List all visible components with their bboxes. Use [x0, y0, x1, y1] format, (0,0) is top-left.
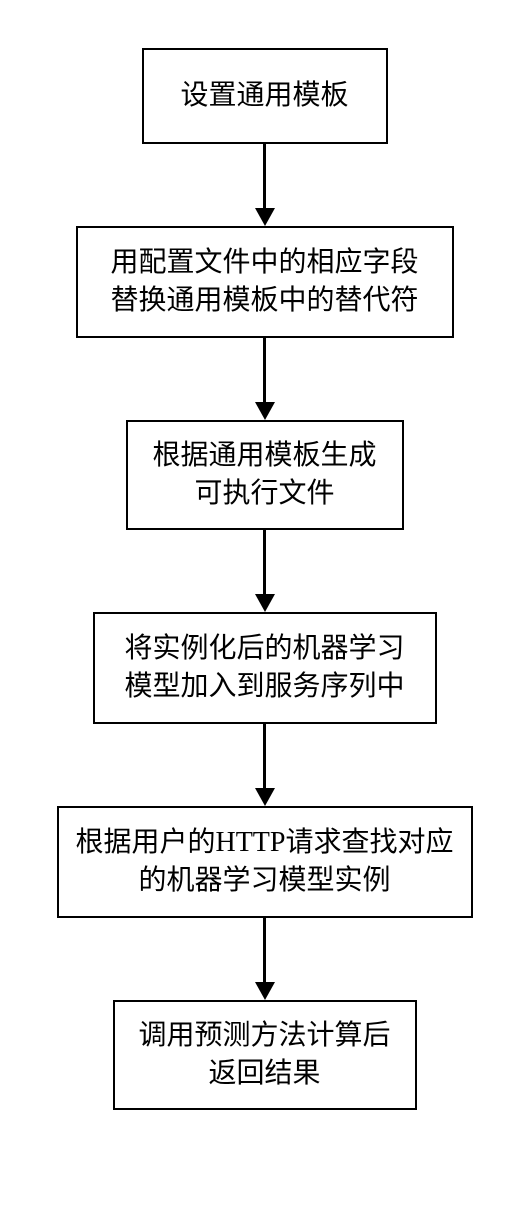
arrow-down: [255, 338, 275, 420]
arrow-shaft: [263, 144, 266, 208]
flow-node-n2: 用配置文件中的相应字段 替换通用模板中的替代符: [76, 226, 454, 338]
flow-node-n4: 将实例化后的机器学习 模型加入到服务序列中: [93, 612, 437, 724]
arrow-head-icon: [255, 402, 275, 420]
flow-node-label: 用配置文件中的相应字段 替换通用模板中的替代符: [110, 244, 418, 320]
arrow-head-icon: [255, 982, 275, 1000]
flow-node-label: 调用预测方法计算后 返回结果: [138, 1017, 390, 1093]
flow-node-n5: 根据用户的HTTP请求查找对应 的机器学习模型实例: [57, 806, 473, 918]
arrow-head-icon: [255, 594, 275, 612]
arrow-shaft: [263, 724, 266, 788]
arrow-shaft: [263, 530, 266, 594]
flow-node-label: 根据用户的HTTP请求查找对应 的机器学习模型实例: [75, 824, 453, 900]
arrow-down: [255, 724, 275, 806]
flow-node-label: 根据通用模板生成 可执行文件: [152, 437, 376, 513]
arrow-head-icon: [255, 788, 275, 806]
arrow-shaft: [263, 338, 266, 402]
flow-node-n1: 设置通用模板: [142, 48, 388, 144]
arrow-head-icon: [255, 208, 275, 226]
flow-node-label: 设置通用模板: [180, 77, 348, 115]
arrow-down: [255, 530, 275, 612]
arrow-shaft: [263, 918, 266, 982]
arrow-down: [255, 144, 275, 226]
arrow-down: [255, 918, 275, 1000]
flowchart-container: 设置通用模板用配置文件中的相应字段 替换通用模板中的替代符根据通用模板生成 可执…: [57, 48, 473, 1110]
flow-node-label: 将实例化后的机器学习 模型加入到服务序列中: [124, 630, 404, 706]
flow-node-n3: 根据通用模板生成 可执行文件: [126, 420, 404, 530]
flow-node-n6: 调用预测方法计算后 返回结果: [113, 1000, 417, 1110]
